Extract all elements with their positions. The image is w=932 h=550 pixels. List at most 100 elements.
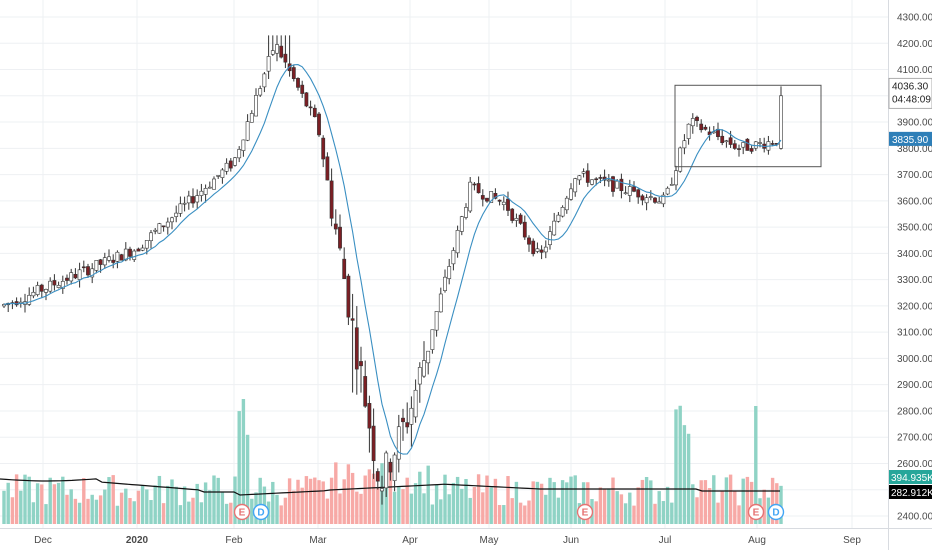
candle-up: [556, 214, 561, 222]
volume-bar-down: [611, 477, 615, 524]
candle-up: [212, 178, 216, 190]
volume-bar-up: [195, 483, 199, 524]
candle-up: [107, 256, 111, 261]
candle-up: [501, 201, 506, 205]
candle-up: [451, 250, 456, 265]
candle-down: [388, 461, 393, 473]
candle-up: [623, 192, 628, 195]
volume-bar-up: [678, 405, 682, 524]
candle-down: [317, 113, 321, 136]
volume-bar-up: [644, 476, 649, 524]
candle-up: [758, 142, 762, 144]
price-tick-label: 2700.00: [897, 433, 932, 444]
candle-up: [153, 229, 158, 232]
volume-bar-up: [2, 490, 6, 524]
volume-bar-down: [321, 481, 325, 524]
volume-bar-up: [682, 425, 687, 524]
volume-bar-up: [724, 477, 729, 524]
volume-bar-up: [434, 484, 439, 524]
volume-bar-down: [283, 497, 288, 524]
time-tick-label: Feb: [225, 535, 243, 546]
candle-down: [363, 376, 368, 407]
candle-up: [468, 181, 473, 212]
candle-up: [577, 175, 582, 181]
price-axis[interactable]: 4300.004200.004100.004000.003900.003800.…: [888, 0, 932, 550]
candle-down: [291, 67, 296, 80]
candle-up: [44, 289, 48, 293]
volume-bar-down: [749, 481, 754, 524]
volume-bar-down: [703, 480, 708, 524]
candle-down: [111, 259, 116, 263]
candle-up: [90, 268, 95, 278]
candle-up: [459, 216, 464, 232]
volume-bar-up: [661, 501, 666, 524]
volume-bar-down: [371, 473, 376, 524]
candle-up: [170, 217, 174, 223]
candle-down: [367, 403, 372, 429]
time-tick-label: Aug: [748, 535, 766, 546]
candle-down: [632, 186, 636, 192]
volume-bar-down: [586, 482, 590, 524]
candle-down: [136, 248, 141, 252]
candle-up: [686, 123, 691, 139]
volume-bar-down: [191, 497, 195, 524]
volume-bar-up: [19, 490, 23, 524]
volume-bar-up: [94, 499, 99, 524]
volume-bar-up: [250, 498, 254, 524]
candle-down: [279, 45, 284, 58]
candle-down: [585, 170, 590, 183]
candle-down: [493, 193, 498, 199]
volume-bar-down: [531, 481, 535, 524]
candle-up: [741, 142, 746, 148]
candle-down: [304, 92, 309, 107]
volume-bar-up: [275, 494, 279, 524]
price-tick-label: 3000.00: [897, 354, 932, 365]
candle-up: [455, 230, 460, 254]
candle-down: [480, 195, 485, 200]
candle-up: [535, 248, 540, 252]
volume-bar-down: [279, 505, 283, 524]
volume-bar-up: [157, 475, 162, 524]
volume-bar-up: [451, 482, 456, 524]
candle-up: [275, 44, 279, 54]
volume-tag-label: 394.935K: [891, 473, 932, 484]
volume-bar-down: [640, 479, 645, 524]
candle-up: [157, 223, 162, 234]
price-tick-label: 3600.00: [897, 196, 932, 207]
volume-bar-up: [754, 406, 758, 524]
candle-down: [699, 123, 704, 131]
volume-bar-down: [119, 492, 124, 524]
volume-bar-down: [619, 494, 624, 524]
volume-bar-down: [602, 488, 607, 524]
volume-bar-up: [455, 476, 460, 524]
candle-up: [69, 272, 74, 282]
volume-bar-up: [413, 483, 418, 524]
volume-bar-up: [208, 490, 212, 524]
event-marker-label: E: [582, 508, 589, 519]
volume-bar-up: [397, 486, 401, 524]
candle-down: [703, 126, 708, 130]
time-axis[interactable]: Dec 2020 Feb Mar Apr May Jun Jul Aug Sep: [0, 528, 932, 547]
price-tick-label: 3100.00: [897, 328, 932, 339]
event-marker-label: E: [239, 508, 246, 519]
candle-up: [266, 56, 271, 72]
candle-down: [522, 221, 527, 238]
last-price-label: 3835.90: [892, 135, 929, 146]
candle-down: [510, 208, 515, 221]
volume-bar-up: [565, 482, 569, 524]
volume-bar-up: [199, 502, 204, 524]
candle-up: [564, 197, 569, 211]
volume-bar-up: [712, 475, 716, 524]
candle-up: [665, 187, 670, 195]
volume-bar-up: [35, 483, 40, 524]
volume-bar-down: [472, 487, 477, 524]
volume-bar-up: [216, 477, 220, 524]
volume-bar-up: [237, 411, 241, 524]
candle-up: [779, 95, 783, 149]
candle-up: [203, 188, 208, 195]
candle-up: [48, 280, 53, 292]
volume-bar-down: [695, 497, 699, 524]
volume-bar-up: [31, 502, 36, 524]
